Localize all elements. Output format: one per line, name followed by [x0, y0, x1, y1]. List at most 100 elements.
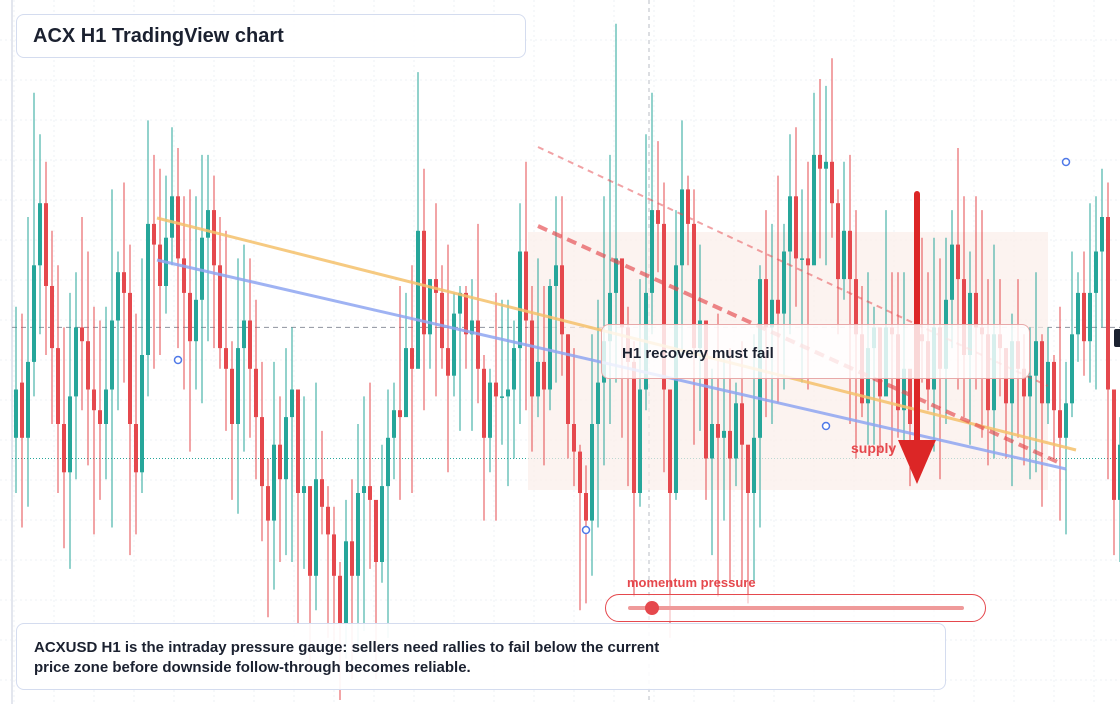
bullish-candle[interactable] [116, 251, 120, 411]
bearish-candle[interactable] [188, 189, 192, 452]
bearish-candle[interactable] [248, 258, 252, 438]
bearish-candle[interactable] [152, 154, 156, 369]
bullish-candle[interactable] [638, 279, 642, 507]
bearish-candle[interactable] [560, 196, 564, 376]
bullish-candle[interactable] [356, 424, 360, 652]
momentum-gauge[interactable] [605, 594, 986, 622]
bearish-candle[interactable] [764, 210, 768, 418]
bearish-candle[interactable] [572, 348, 576, 487]
bullish-candle[interactable] [68, 292, 72, 569]
bearish-candle[interactable] [296, 389, 300, 625]
bearish-candle[interactable] [212, 175, 216, 349]
bullish-candle[interactable] [680, 120, 684, 355]
bearish-candle[interactable] [98, 320, 102, 500]
bearish-candle[interactable] [278, 396, 282, 562]
bullish-candle[interactable] [734, 382, 738, 487]
bearish-candle[interactable] [434, 203, 438, 397]
bearish-candle[interactable] [128, 244, 132, 556]
bullish-candle[interactable] [314, 382, 318, 611]
bullish-candle[interactable] [404, 292, 408, 418]
bullish-candle[interactable] [146, 120, 150, 397]
bullish-candle[interactable] [1088, 203, 1092, 383]
bullish-candle[interactable] [1070, 251, 1074, 418]
bearish-candle[interactable] [176, 148, 180, 349]
bearish-candle[interactable] [254, 299, 258, 480]
bearish-candle[interactable] [1106, 182, 1110, 480]
bearish-candle[interactable] [218, 217, 222, 369]
bearish-candle[interactable] [446, 244, 450, 473]
bearish-candle[interactable] [224, 230, 228, 431]
bullish-candle[interactable] [788, 134, 792, 335]
bullish-candle[interactable] [824, 85, 828, 266]
bearish-candle[interactable] [134, 313, 138, 535]
bearish-candle[interactable] [584, 465, 588, 604]
bullish-candle[interactable] [842, 161, 846, 300]
bearish-candle[interactable] [728, 348, 732, 583]
bearish-candle[interactable] [704, 320, 708, 500]
momentum-knob[interactable] [644, 601, 659, 615]
bearish-candle[interactable] [50, 230, 54, 424]
bullish-candle[interactable] [14, 306, 18, 493]
bearish-candle[interactable] [476, 223, 480, 404]
bullish-candle[interactable] [614, 23, 618, 383]
bullish-candle[interactable] [1076, 272, 1080, 362]
bullish-candle[interactable] [458, 286, 462, 431]
bullish-candle[interactable] [536, 258, 540, 418]
bullish-candle[interactable] [362, 396, 366, 631]
bullish-candle[interactable] [386, 389, 390, 638]
bullish-candle[interactable] [650, 92, 654, 335]
bullish-candle[interactable] [596, 299, 600, 528]
bearish-candle[interactable] [20, 313, 24, 528]
bullish-candle[interactable] [488, 368, 492, 473]
bullish-candle[interactable] [470, 279, 474, 431]
bullish-candle[interactable] [236, 258, 240, 514]
bearish-candle[interactable] [368, 382, 372, 569]
bullish-candle[interactable] [200, 154, 204, 404]
bearish-candle[interactable] [1058, 306, 1062, 521]
bullish-candle[interactable] [140, 258, 144, 493]
bullish-candle[interactable] [1118, 417, 1120, 562]
bullish-candle[interactable] [590, 334, 594, 576]
bullish-candle[interactable] [812, 92, 816, 266]
bearish-candle[interactable] [56, 265, 60, 493]
bearish-candle[interactable] [92, 306, 96, 535]
bearish-candle[interactable] [746, 444, 750, 604]
bearish-candle[interactable] [182, 196, 186, 390]
bearish-candle[interactable] [818, 79, 822, 259]
bullish-candle[interactable] [104, 306, 108, 480]
bullish-candle[interactable] [1094, 196, 1098, 390]
bullish-candle[interactable] [206, 154, 210, 342]
bearish-candle[interactable] [122, 182, 126, 383]
bearish-candle[interactable] [632, 341, 636, 597]
bullish-candle[interactable] [452, 292, 456, 397]
bullish-candle[interactable] [710, 368, 714, 556]
bullish-candle[interactable] [392, 382, 396, 480]
bullish-candle[interactable] [722, 355, 726, 521]
bearish-candle[interactable] [830, 58, 834, 238]
bearish-candle[interactable] [44, 161, 48, 355]
bearish-candle[interactable] [260, 361, 264, 542]
bearish-candle[interactable] [410, 265, 414, 493]
bearish-candle[interactable] [482, 355, 486, 521]
bullish-candle[interactable] [302, 396, 306, 569]
bullish-candle[interactable] [272, 361, 276, 590]
bullish-candle[interactable] [1028, 327, 1032, 480]
bearish-candle[interactable] [578, 444, 582, 611]
bullish-candle[interactable] [32, 92, 36, 397]
bullish-candle[interactable] [416, 72, 420, 369]
bullish-candle[interactable] [506, 299, 510, 487]
bullish-candle[interactable] [164, 175, 168, 314]
bullish-candle[interactable] [608, 154, 612, 424]
bullish-candle[interactable] [1046, 327, 1050, 424]
bearish-candle[interactable] [398, 286, 402, 500]
bearish-candle[interactable] [692, 189, 696, 445]
bearish-candle[interactable] [422, 168, 426, 411]
bullish-candle[interactable] [1100, 168, 1104, 328]
bearish-candle[interactable] [326, 486, 330, 638]
bearish-candle[interactable] [440, 265, 444, 369]
bullish-candle[interactable] [242, 244, 246, 452]
bearish-candle[interactable] [86, 251, 90, 466]
bullish-candle[interactable] [380, 444, 384, 583]
bullish-candle[interactable] [290, 327, 294, 562]
price-scale-marker[interactable] [1114, 329, 1120, 347]
